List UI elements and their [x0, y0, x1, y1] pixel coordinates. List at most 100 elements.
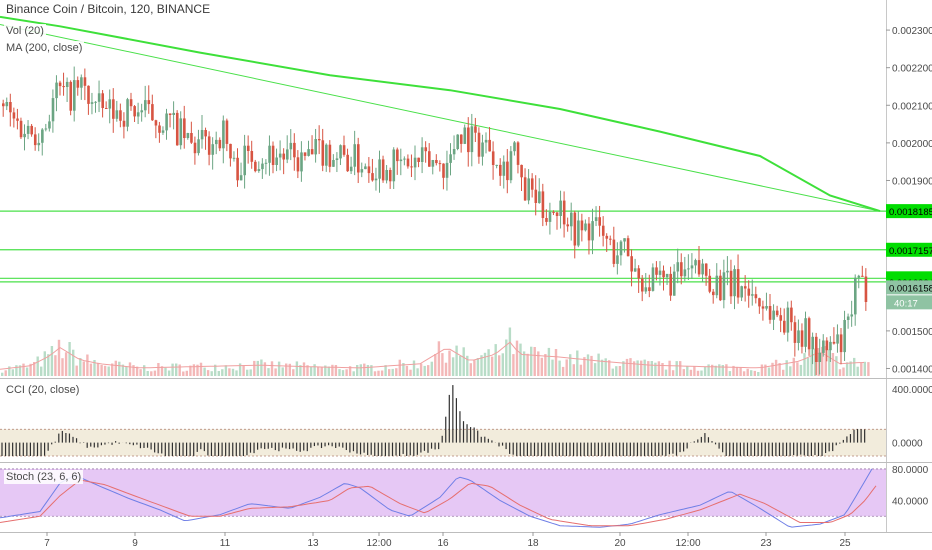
candle-body	[254, 161, 257, 172]
volume-bar	[629, 358, 632, 376]
volume-bar	[423, 365, 426, 376]
candle-body	[584, 223, 587, 231]
ma-indicator-label[interactable]: MA (200, close)	[4, 41, 85, 55]
volume-bar	[657, 361, 661, 376]
candle-body	[790, 307, 793, 323]
volume-bar	[753, 370, 756, 376]
volume-bar	[111, 363, 114, 376]
volume-bar	[118, 361, 121, 376]
volume-bar	[430, 361, 433, 376]
volume-bar	[352, 371, 355, 376]
volume-bar	[54, 355, 57, 376]
volume-bar	[132, 365, 135, 376]
candle-body	[726, 270, 729, 273]
candle-body	[502, 161, 506, 176]
volume-bar	[302, 362, 306, 376]
time-tick-label: 9	[132, 538, 138, 549]
volume-bar	[625, 358, 629, 376]
volume-bar	[714, 365, 717, 376]
candle-body	[371, 173, 374, 181]
candle-body	[300, 152, 303, 172]
candle-body	[186, 133, 190, 138]
candle-body	[527, 178, 530, 201]
volume-bar	[707, 364, 710, 376]
candle-body	[239, 175, 243, 181]
volume-bar	[799, 364, 803, 376]
candle-body	[708, 275, 712, 292]
volume-bar	[8, 366, 11, 376]
candle-body	[701, 263, 704, 275]
volume-bar	[757, 372, 760, 376]
candle-body	[513, 142, 516, 152]
candle-body	[442, 163, 445, 178]
volume-bar	[785, 360, 788, 376]
volume-bar	[547, 347, 551, 376]
volume-bar	[373, 371, 377, 376]
volume-bar	[416, 368, 419, 376]
volume-bar	[185, 370, 188, 376]
candle-body	[722, 272, 726, 301]
price-tag-label: 0.0016158	[889, 283, 932, 294]
candle-body	[97, 93, 101, 102]
volume-bar	[522, 351, 526, 376]
volume-bar	[29, 363, 32, 376]
volume-bar	[821, 346, 824, 376]
candle-body	[694, 260, 697, 266]
candle-body	[392, 149, 396, 182]
candle-body	[470, 126, 474, 153]
volume-bar	[537, 351, 540, 376]
volume-bar	[721, 365, 724, 376]
cci-indicator-label[interactable]: CCI (20, close)	[4, 383, 82, 397]
volume-bar	[476, 358, 480, 376]
countdown-label: 40:17	[894, 298, 918, 309]
volume-bar	[615, 366, 618, 376]
volume-bar	[427, 365, 430, 376]
candle-body	[751, 294, 754, 296]
candle-body	[747, 288, 751, 296]
volume-bar	[498, 355, 501, 376]
volume-bar	[703, 366, 707, 376]
candle-body	[197, 139, 200, 154]
candle-body	[520, 164, 523, 178]
candle-body	[175, 112, 179, 146]
candle-body	[172, 112, 175, 115]
candle-body	[16, 118, 19, 121]
candle-body	[30, 125, 33, 135]
volume-bar	[231, 368, 235, 376]
volume-bar	[437, 341, 441, 376]
candle-body	[335, 158, 339, 160]
candle-body	[183, 118, 186, 138]
volume-bar	[15, 365, 18, 376]
candle-body	[850, 314, 854, 317]
candle-body	[825, 340, 829, 351]
candle-body	[339, 145, 342, 159]
volume-bar	[856, 366, 859, 376]
candle-body	[126, 99, 129, 127]
volume-bar	[696, 370, 700, 376]
candle-body	[115, 110, 119, 119]
candle-body	[236, 157, 239, 181]
volume-bar	[299, 365, 302, 376]
volume-bar	[774, 359, 778, 376]
candle-body	[687, 268, 690, 270]
volume-bar	[228, 368, 231, 376]
volume-bar	[47, 354, 50, 376]
vol-indicator-label[interactable]: Vol (20)	[4, 24, 46, 38]
candle-body	[378, 159, 381, 179]
stoch-indicator-label[interactable]: Stoch (23, 6, 6)	[4, 470, 84, 484]
candle-body	[843, 320, 846, 353]
candle-body	[818, 352, 822, 362]
candle-body	[680, 262, 683, 277]
stoch-d-line	[0, 479, 877, 527]
volume-bar	[171, 363, 174, 376]
volume-bar	[22, 363, 25, 376]
candle-body	[168, 113, 172, 115]
candle-body	[250, 151, 254, 162]
candle-body	[570, 212, 573, 227]
candle-body	[271, 145, 275, 165]
candle-body	[499, 164, 502, 176]
symbol-title: Binance Coin / Bitcoin, 120, BINANCE	[4, 2, 213, 16]
